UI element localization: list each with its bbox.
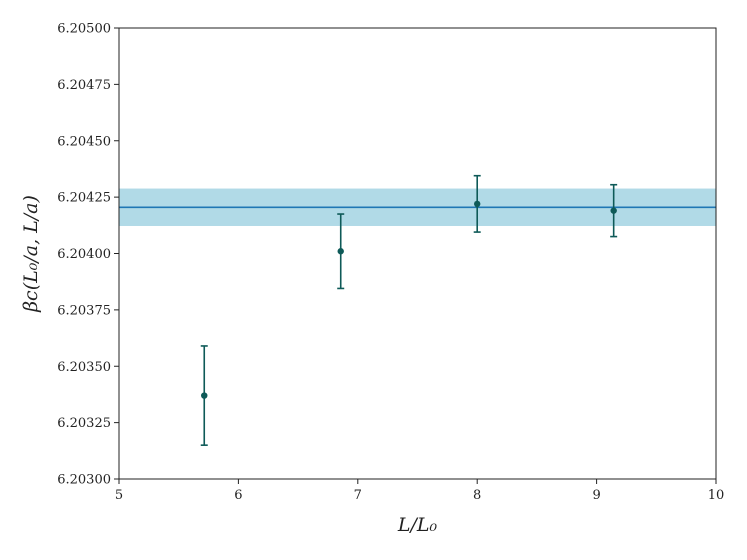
y-axis-label: βc(L₀/a, L/a) bbox=[20, 195, 42, 313]
y-tick-label: 6.20325 bbox=[57, 416, 111, 431]
plot-frame bbox=[118, 27, 717, 480]
x-axis-ticks: 5 6 7 8 9 10 bbox=[115, 479, 724, 503]
y-tick-label: 6.20500 bbox=[57, 22, 111, 37]
y-tick-label: 6.20400 bbox=[57, 247, 111, 262]
data-point bbox=[474, 200, 481, 208]
x-axis-label: L/L₀ bbox=[397, 514, 438, 536]
data-point bbox=[201, 392, 208, 399]
data-point bbox=[610, 207, 617, 214]
y-tick-label: 6.20375 bbox=[57, 303, 111, 318]
data-point bbox=[337, 248, 344, 255]
point-layer bbox=[201, 200, 617, 399]
x-tick-label: 7 bbox=[354, 488, 362, 503]
y-tick-label: 6.20425 bbox=[57, 191, 111, 206]
y-tick-label: 6.20475 bbox=[57, 78, 111, 93]
x-tick-label: 6 bbox=[234, 488, 242, 503]
y-axis-ticks: 6.20300 6.20325 6.20350 6.20375 6.20400 6.204… bbox=[57, 22, 119, 488]
x-tick-label: 10 bbox=[708, 488, 725, 503]
x-tick-label: 9 bbox=[592, 488, 600, 503]
x-tick-label: 8 bbox=[473, 488, 481, 503]
x-tick-label: 5 bbox=[115, 488, 123, 503]
y-tick-label: 6.20300 bbox=[57, 473, 111, 488]
y-tick-label: 6.20450 bbox=[57, 134, 111, 149]
y-tick-label: 6.20350 bbox=[57, 360, 111, 375]
